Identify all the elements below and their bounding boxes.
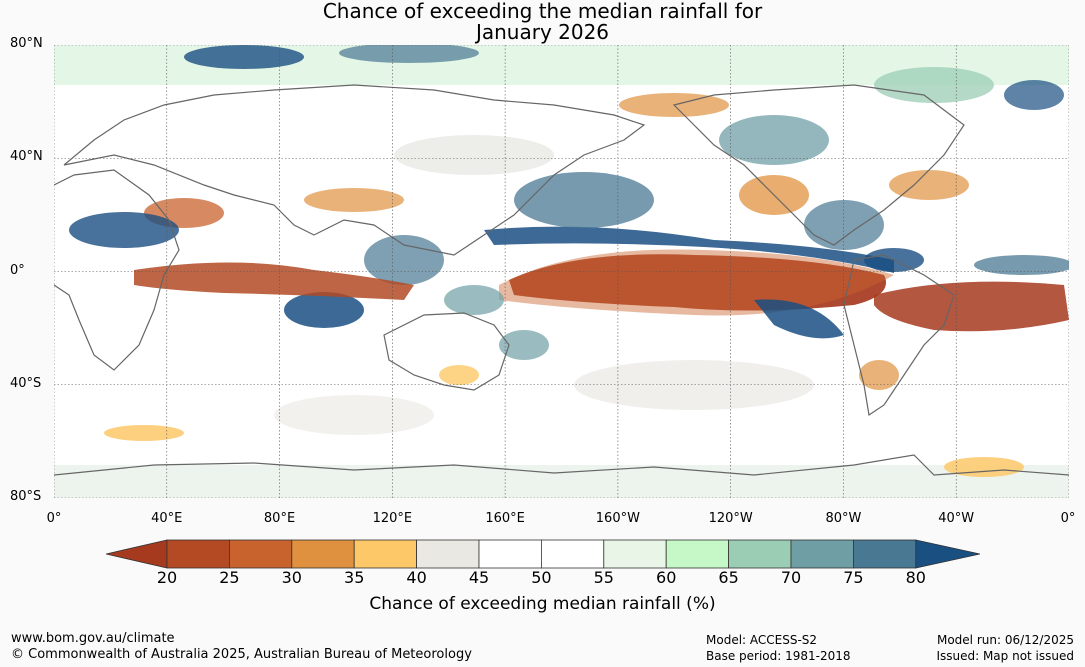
region-high-arctic-siberia xyxy=(184,45,304,69)
longitude-label: 80°E xyxy=(263,511,296,526)
footer-base-period: Base period: 1981-2018 xyxy=(706,649,851,663)
colorbar-bin-30-35 xyxy=(291,539,355,569)
colorbar-tick-label: 35 xyxy=(344,568,365,587)
colorbar-tick-label: 75 xyxy=(843,568,864,587)
region-low-south-indian xyxy=(104,425,184,441)
colorbar-bin-50-55 xyxy=(540,539,605,569)
region-neutral-south-pacific xyxy=(574,360,814,410)
longitude-label: 160°W xyxy=(595,511,640,526)
longitude-label: 40°E xyxy=(151,511,183,526)
region-low-equatorial-pacific-edge xyxy=(499,249,894,316)
colorbar-tick-label: 45 xyxy=(468,568,490,587)
longitude-label: 120°E xyxy=(372,511,413,526)
region-high-north-australia xyxy=(444,285,504,315)
region-low-equatorial-pacific xyxy=(509,254,886,311)
probability-regions xyxy=(69,45,1069,477)
longitude-label: 0° xyxy=(46,511,62,526)
region-high-canada xyxy=(874,67,994,103)
coastlines xyxy=(54,84,1069,476)
footer-website: www.bom.gov.au/climate xyxy=(11,631,175,646)
colorbar-tick-label: 40 xyxy=(406,568,427,587)
latitude-label: 40°S xyxy=(10,375,42,391)
latitude-label: 80°N xyxy=(10,36,43,51)
region-neutral-southern-ocean xyxy=(274,395,434,435)
coastline-australia xyxy=(383,312,510,391)
region-high-atlantic-itcz xyxy=(974,255,1069,275)
colorbar-bin-75-80 xyxy=(853,539,917,569)
colorbar-bin-25-30 xyxy=(229,539,293,569)
colorbar-tick-label: 55 xyxy=(593,568,614,587)
colorbar-arrow-low xyxy=(106,539,168,569)
longitude-label: 80°W xyxy=(825,511,862,526)
colorbar-tick-label: 65 xyxy=(718,568,739,587)
footer-issued: Issued: Map not issued xyxy=(936,649,1074,663)
colorbar-bin-60-65 xyxy=(665,539,730,569)
map-title-line-1: Chance of exceeding the median rainfall … xyxy=(322,0,763,23)
longitude-label: 0° xyxy=(1060,511,1076,526)
region-high-north-africa xyxy=(69,212,179,248)
region-low-north-atlantic xyxy=(889,170,969,200)
colorbar-bin-40-45 xyxy=(416,539,480,569)
region-neutral-siberia xyxy=(394,135,554,175)
coastline-eurasia xyxy=(63,84,646,256)
region-high-gulf-mexico xyxy=(804,200,884,250)
region-low-south-asia xyxy=(304,188,404,212)
region-high-alaska xyxy=(719,115,829,165)
colorbar-tick-label: 60 xyxy=(656,568,677,587)
colorbar-tick-label: 20 xyxy=(156,568,178,587)
colorbar-bin-45-50 xyxy=(478,539,542,569)
colorbar xyxy=(106,539,980,569)
region-low-australia-south xyxy=(439,365,479,385)
region-high-south-pacific xyxy=(754,299,844,339)
colorbar-tick-label: 70 xyxy=(780,568,802,587)
rainfall-probability-map xyxy=(54,45,1069,498)
longitude-label: 40°W xyxy=(938,511,975,526)
coastline-south-america xyxy=(843,254,955,417)
region-low-patagonia xyxy=(859,360,899,390)
colorbar-tick-label: 30 xyxy=(281,568,302,587)
region-high-labrador xyxy=(1004,80,1064,110)
colorbar-bin-20-25 xyxy=(166,539,230,569)
region-high-maritime-continent xyxy=(364,235,444,285)
colorbar-bin-55-60 xyxy=(603,539,667,569)
region-high-north-equatorial-pacific xyxy=(484,226,894,273)
region-high-arctic-east xyxy=(339,45,479,63)
coastline-north-america xyxy=(672,84,965,246)
region-low-south-america xyxy=(874,281,1069,332)
footer-model: Model: ACCESS-S2 xyxy=(706,633,818,647)
colorbar-tick-label: 50 xyxy=(531,568,552,587)
footer-model-run: Model run: 06/12/2025 xyxy=(936,633,1074,647)
colorbar-tick-label: 25 xyxy=(219,568,240,587)
latitude-label: 0° xyxy=(10,262,25,278)
coastline-africa xyxy=(54,169,180,371)
latitude-label: 80°S xyxy=(10,489,42,504)
colorbar-bin-70-75 xyxy=(790,539,854,569)
coastline-antarctica xyxy=(54,454,1069,476)
longitude-label: 120°W xyxy=(708,511,753,526)
region-low-antarctic-atlantic xyxy=(944,457,1024,477)
footer-copyright: © Commonwealth of Australia 2025, Austra… xyxy=(11,647,472,662)
latitude-label: 40°N xyxy=(10,149,43,165)
longitude-label: 160°E xyxy=(485,511,525,526)
map-gridlines xyxy=(54,45,1069,498)
colorbar-tick-label: 80 xyxy=(905,568,926,587)
colorbar-bin-65-70 xyxy=(728,539,792,569)
region-high-philippine-sea xyxy=(514,172,654,228)
region-high-south-indian-ocean xyxy=(284,292,364,328)
colorbar-arrow-high xyxy=(915,539,980,569)
region-low-equatorial-indian-ocean xyxy=(134,262,414,300)
map-title-line-2: January 2026 xyxy=(475,20,610,44)
region-high-coral-sea xyxy=(499,330,549,360)
colorbar-bin-35-40 xyxy=(353,539,417,569)
colorbar-label: Chance of exceeding median rainfall (%) xyxy=(369,594,716,614)
